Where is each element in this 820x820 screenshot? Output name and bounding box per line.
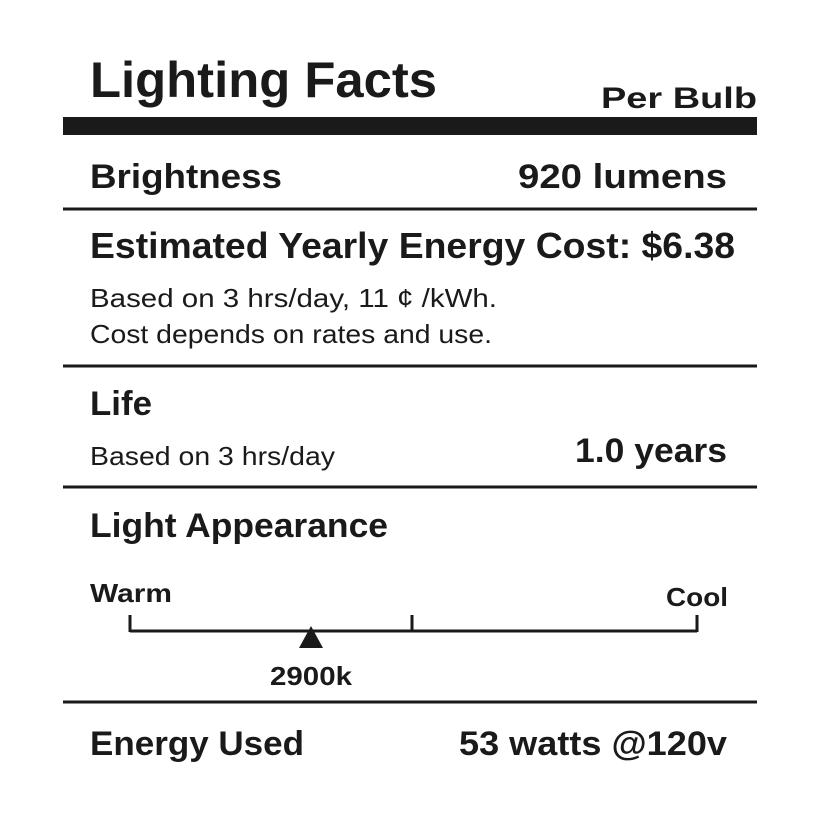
life-value: 1.0 years [575,432,727,470]
serving: Per Bulb [601,82,757,115]
appearance-label: Light Appearance [90,507,388,545]
cost-heading: Estimated Yearly Energy Cost: $6.38 [90,225,735,266]
cost-note: Based on 3 hrs/day, 11 ¢ /kWh. [90,283,497,313]
scale-marker [299,626,323,648]
warm-label: Warm [90,578,172,608]
life-note: Based on 3 hrs/day [90,441,335,471]
energy-value: 53 watts @120v [459,725,727,763]
title: Lighting Facts [90,52,437,108]
cost-note: Cost depends on rates and use. [90,319,492,349]
cool-label: Cool [666,582,728,612]
brightness-value: 920 lumens [518,158,727,196]
brightness-label: Brightness [90,158,282,196]
energy-label: Energy Used [90,725,304,763]
appearance-value: 2900k [270,661,353,691]
life-label: Life [90,385,152,423]
color-scale [128,615,699,648]
thick-rule [63,117,757,135]
